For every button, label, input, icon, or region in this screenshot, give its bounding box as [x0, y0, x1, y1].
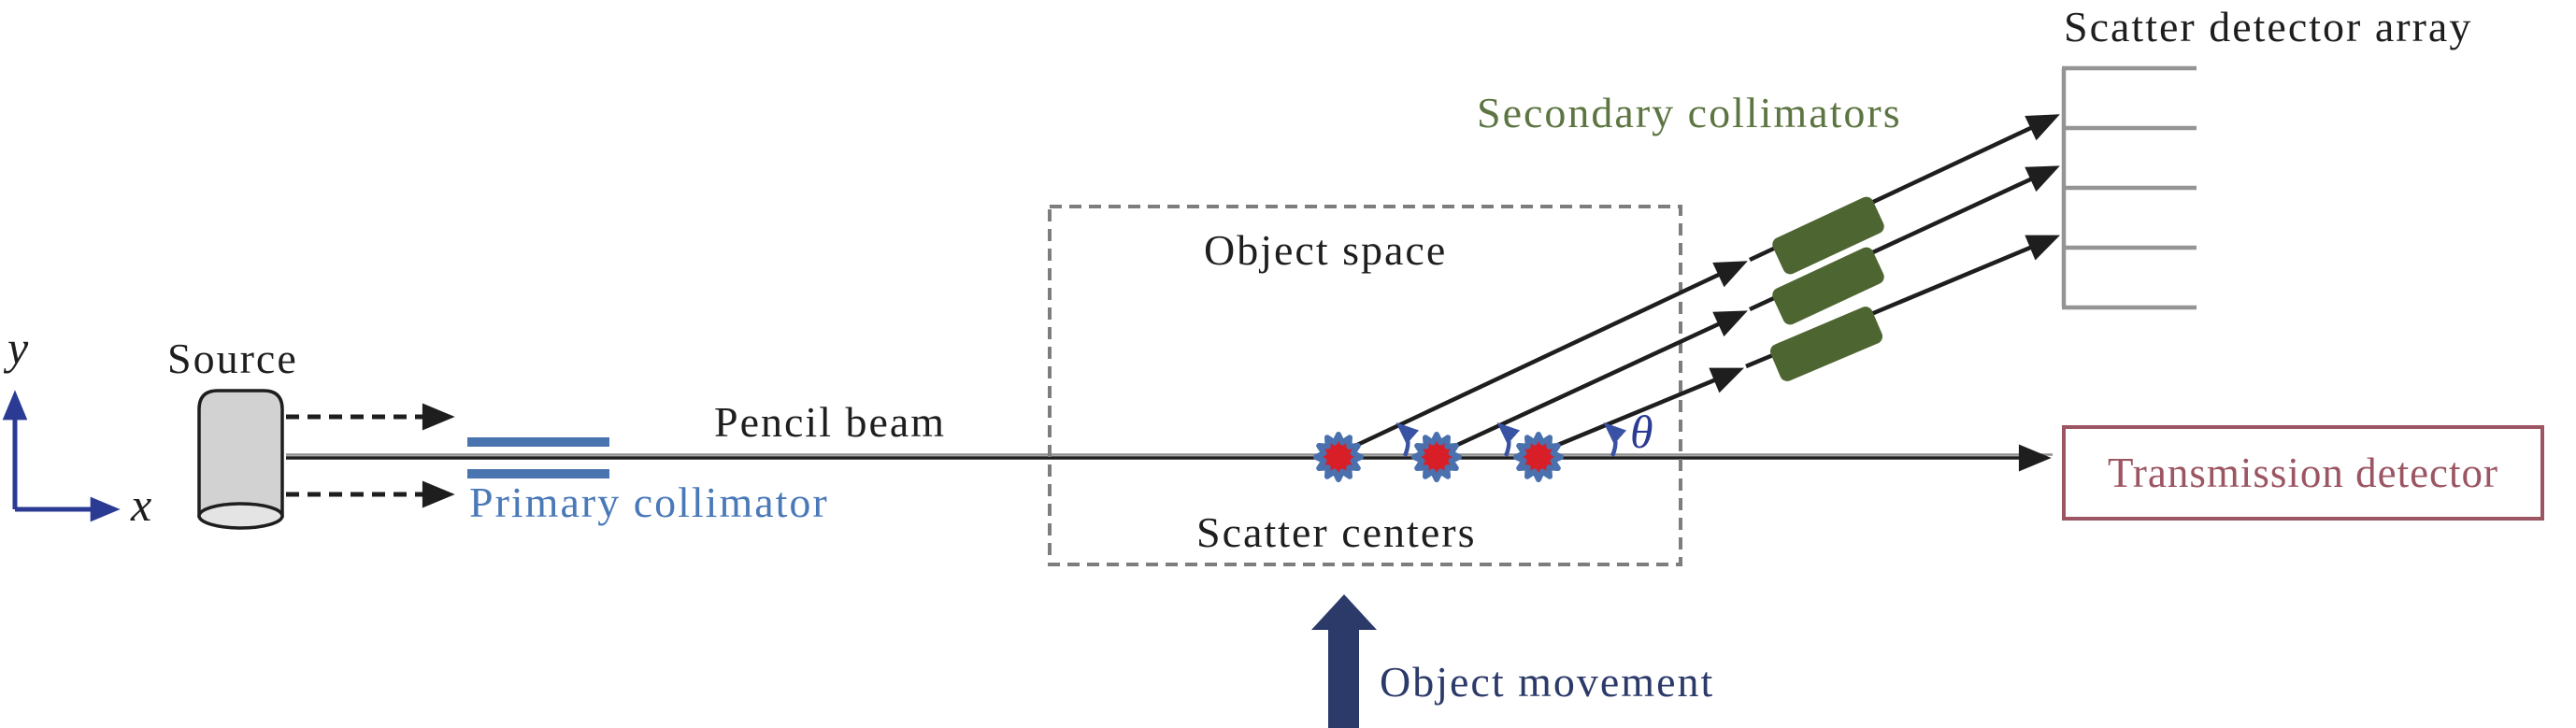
scatter-centers-label: Scatter centers	[1196, 508, 1477, 556]
scatter-center-icon-1	[1316, 435, 1361, 479]
secondary-collimator-block-3	[1769, 307, 1883, 381]
transmission-detector-label: Transmission detector	[2107, 450, 2499, 496]
transmission-detector-box: Transmission detector	[2062, 425, 2544, 521]
scatter-detector-array-icon	[2061, 65, 2197, 310]
theta-label: θ	[1630, 406, 1653, 458]
coordinate-axes	[2, 390, 121, 522]
scatter-angle-arrow-1	[1395, 422, 1420, 457]
pencil-beam-label: Pencil beam	[714, 398, 947, 446]
primary-collimator-label: Primary collimator	[469, 478, 829, 526]
object-movement-label: Object movement	[1380, 658, 1715, 706]
x-axis-label: x	[131, 478, 152, 531]
secondary-collimator-block-2	[1772, 247, 1884, 325]
secondary-collimator-block-1	[1772, 196, 1884, 275]
object-space-label: Object space	[1204, 226, 1448, 274]
scatter-angle-arrow-3	[1603, 422, 1627, 457]
secondary-collimators-label: Secondary collimators	[1477, 89, 1902, 136]
scatter-ray-3a	[1553, 367, 1745, 450]
source-label: Source	[167, 335, 298, 382]
scatter-center-icon-2	[1414, 435, 1459, 479]
scatter-center-icon-3	[1516, 435, 1561, 479]
object-movement-arrow	[1311, 594, 1377, 728]
scatter-detector-array-label: Scatter detector array	[2064, 3, 2473, 50]
object-space-box	[1048, 205, 1682, 566]
scatter-angle-arrows	[1395, 422, 1627, 457]
y-axis-label: y	[7, 321, 29, 374]
scatter-rays	[1354, 114, 2061, 450]
secondary-collimator-blocks	[1769, 196, 1884, 381]
primary-collimator-bars	[467, 437, 609, 478]
scatter-angle-arrow-2	[1496, 422, 1521, 457]
scatter-ray-1a	[1354, 261, 1748, 449]
source-icon	[197, 389, 284, 530]
